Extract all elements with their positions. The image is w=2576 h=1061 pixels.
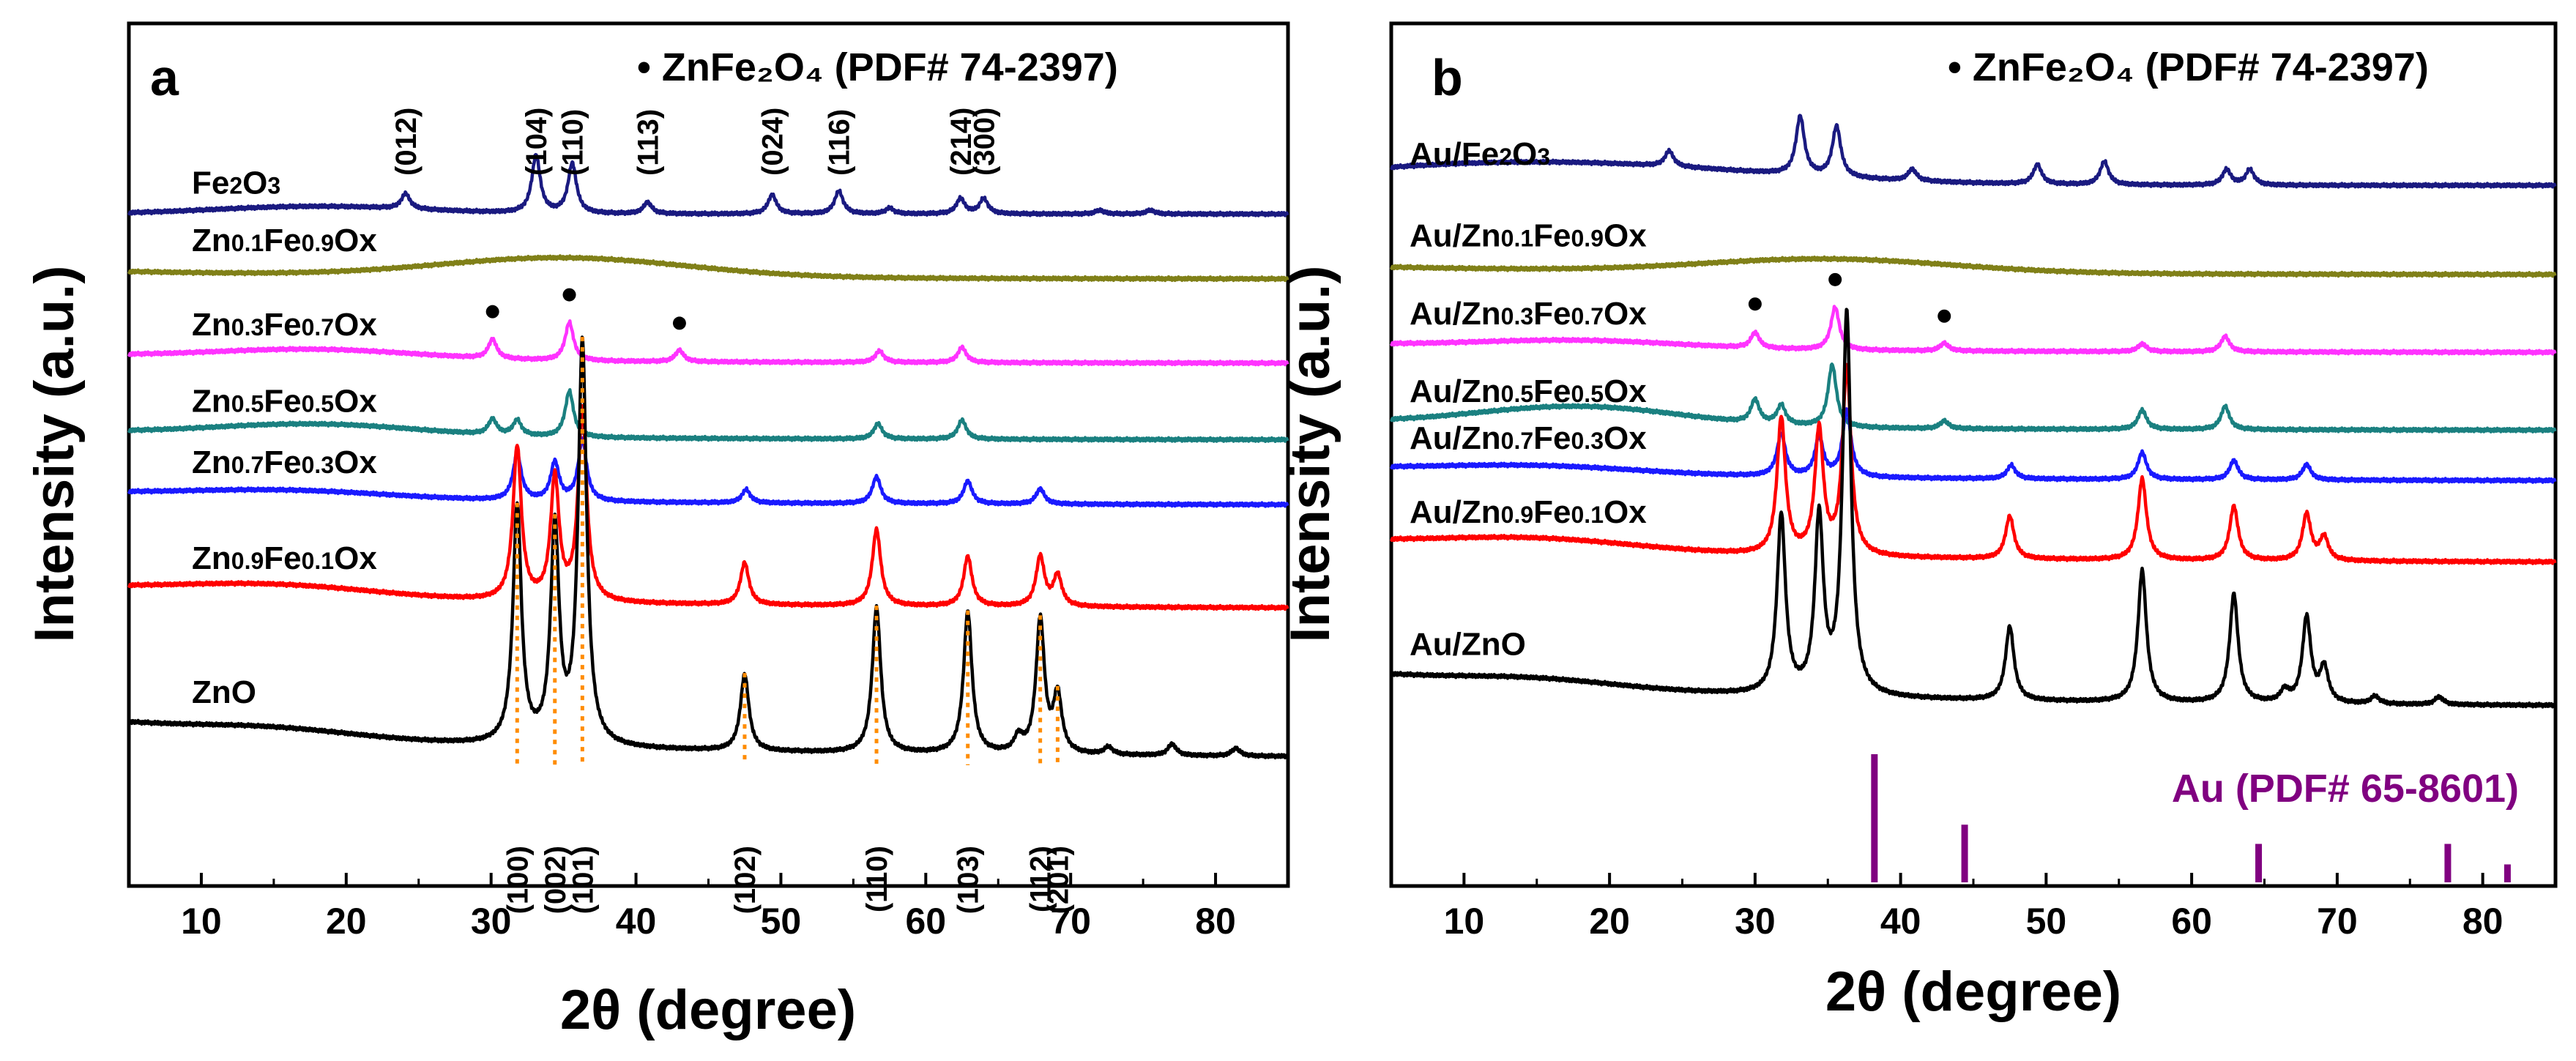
panel-b-label: b xyxy=(1432,49,1463,106)
fe2o3-hkl-3: (113) xyxy=(632,109,664,176)
x-tick-label-60: 60 xyxy=(906,901,947,942)
series-label-Fe2O3: Fe2O3 xyxy=(192,165,280,201)
x-tick-label-20: 20 xyxy=(326,901,367,942)
series-label-Au/Zn0.1Fe0.9Ox: Au/Zn0.1Fe0.9Ox xyxy=(1410,218,1647,254)
series-line-Au/ZnO xyxy=(1389,308,2557,709)
x-tick-label-30: 30 xyxy=(471,901,512,942)
zno-hkl-7: (201) xyxy=(1042,846,1074,914)
series-line-Zn0.9Fe0.1Ox xyxy=(127,403,1289,611)
series-line-Au/Zn0.9Fe0.1Ox xyxy=(1390,362,2557,565)
zno-hkl-0: (100) xyxy=(502,846,534,914)
fe2o3-hkl-5: (116) xyxy=(824,109,856,176)
x-tick-label-10: 10 xyxy=(181,901,222,942)
spinel-marker-0 xyxy=(1748,297,1762,311)
series-label-Au/Fe2O3: Au/Fe2O3 xyxy=(1410,136,1550,172)
panel-a-xlabel: 2θ (degree) xyxy=(560,979,856,1041)
spinel-marker-1 xyxy=(562,288,576,302)
panel-b-plot: 10 20 30 40 50 60 70 80 Au/Fe2O3 Au/Zn0.1Fe0.9Ox A… xyxy=(1389,113,2557,942)
series-line-ZnO xyxy=(127,335,1289,760)
series-line-Au/Zn0.5Fe0.5Ox xyxy=(1390,362,2557,433)
x-tick-label-70: 70 xyxy=(2317,901,2358,942)
x-tick-label-70: 70 xyxy=(1050,901,1091,942)
zno-hkl-1: (002) xyxy=(540,846,572,914)
fe2o3-hkl-4: (024) xyxy=(757,108,789,176)
panel-a-plot: 10 20 30 40 50 60 70 80 Fe2O3 Zn0.1Fe0.9Ox Zn0.3Fe… xyxy=(127,108,1289,942)
spinel-marker-2 xyxy=(672,316,686,330)
panel-b-ylabel: Intensity (a.u.) xyxy=(1279,265,1341,642)
x-tick-label-60: 60 xyxy=(2171,901,2212,942)
series-line-Au/Zn0.7Fe0.3Ox xyxy=(1390,407,2557,484)
series-line-Zn0.5Fe0.5Ox xyxy=(127,388,1289,444)
fe2o3-hkl-6: (214) xyxy=(945,108,978,176)
x-tick-label-50: 50 xyxy=(2026,901,2067,942)
panel-a-label: a xyxy=(150,49,179,106)
zno-hkl-6: (112) xyxy=(1025,846,1057,912)
panel-a: a • ZnFe₂O₄ (PDF# 74-2397) 2θ (degree) I… xyxy=(23,21,1290,1041)
series-label-Zn0.7Fe0.3Ox: Zn0.7Fe0.3Ox xyxy=(192,444,377,480)
panel-b: b • ZnFe₂O₄ (PDF# 74-2397) 2θ (degree) I… xyxy=(1279,21,2558,1023)
x-tick-label-40: 40 xyxy=(616,901,657,942)
zno-hkl-4: (110) xyxy=(861,846,893,912)
zno-hkl-2: (101) xyxy=(567,846,599,914)
fe2o3-hkl-0: (012) xyxy=(390,108,422,176)
zno-hkl-3: (102) xyxy=(729,846,762,914)
spinel-marker-1 xyxy=(1828,272,1842,286)
series-label-ZnO: ZnO xyxy=(192,674,256,710)
x-tick-label-50: 50 xyxy=(761,901,802,942)
series-line-Zn0.1Fe0.9Ox xyxy=(127,254,1289,283)
series-line-Zn0.3Fe0.7Ox xyxy=(127,319,1289,367)
panel-a-legend: • ZnFe₂O₄ (PDF# 74-2397) xyxy=(637,45,1118,89)
series-label-Zn0.3Fe0.7Ox: Zn0.3Fe0.7Ox xyxy=(192,307,377,343)
series-line-Fe2O3 xyxy=(127,152,1289,217)
x-tick-label-80: 80 xyxy=(1195,901,1236,942)
series-label-Zn0.5Fe0.5Ox: Zn0.5Fe0.5Ox xyxy=(192,383,377,419)
fe2o3-hkl-1: (104) xyxy=(521,108,553,176)
panel-b-legend: • ZnFe₂O₄ (PDF# 74-2397) xyxy=(1948,45,2429,89)
series-label-Au/Zn0.7Fe0.3Ox: Au/Zn0.7Fe0.3Ox xyxy=(1410,420,1647,456)
x-tick-label-10: 10 xyxy=(1444,901,1485,942)
series-line-Au/Zn0.3Fe0.7Ox xyxy=(1390,305,2557,356)
x-tick-label-30: 30 xyxy=(1735,901,1776,942)
series-line-Au/Zn0.1Fe0.9Ox xyxy=(1389,255,2557,278)
series-label-Zn0.9Fe0.1Ox: Zn0.9Fe0.1Ox xyxy=(192,540,377,576)
fe2o3-hkl-2: (110) xyxy=(556,109,589,176)
series-label-Au/Zn0.3Fe0.7Ox: Au/Zn0.3Fe0.7Ox xyxy=(1410,296,1647,332)
series-line-Au/Fe2O3 xyxy=(1390,113,2557,189)
panel-a-ylabel: Intensity (a.u.) xyxy=(23,265,86,642)
series-label-Au/Zn0.5Fe0.5Ox: Au/Zn0.5Fe0.5Ox xyxy=(1410,373,1647,409)
fe2o3-hkl-7: (300) xyxy=(968,108,1000,176)
au-reference-label: Au (PDF# 65-8601) xyxy=(2172,767,2519,811)
plot-elements: 10 20 30 40 50 60 70 80 Fe2O3 Zn0.1Fe0.9Ox Zn0.3Fe… xyxy=(127,108,2557,942)
x-tick-label-40: 40 xyxy=(1880,901,1921,942)
zno-hkl-5: (103) xyxy=(953,846,985,914)
spinel-marker-2 xyxy=(1937,309,1951,323)
series-label-Zn0.1Fe0.9Ox: Zn0.1Fe0.9Ox xyxy=(192,223,377,258)
series-label-Au/ZnO: Au/ZnO xyxy=(1410,627,1526,663)
series-line-Zn0.7Fe0.3Ox xyxy=(127,436,1289,508)
x-tick-label-20: 20 xyxy=(1589,901,1630,942)
spinel-marker-0 xyxy=(485,305,499,319)
series-label-Au/Zn0.9Fe0.1Ox: Au/Zn0.9Fe0.1Ox xyxy=(1410,494,1647,530)
x-tick-label-80: 80 xyxy=(2463,901,2504,942)
panel-b-xlabel: 2θ (degree) xyxy=(1825,961,2121,1023)
